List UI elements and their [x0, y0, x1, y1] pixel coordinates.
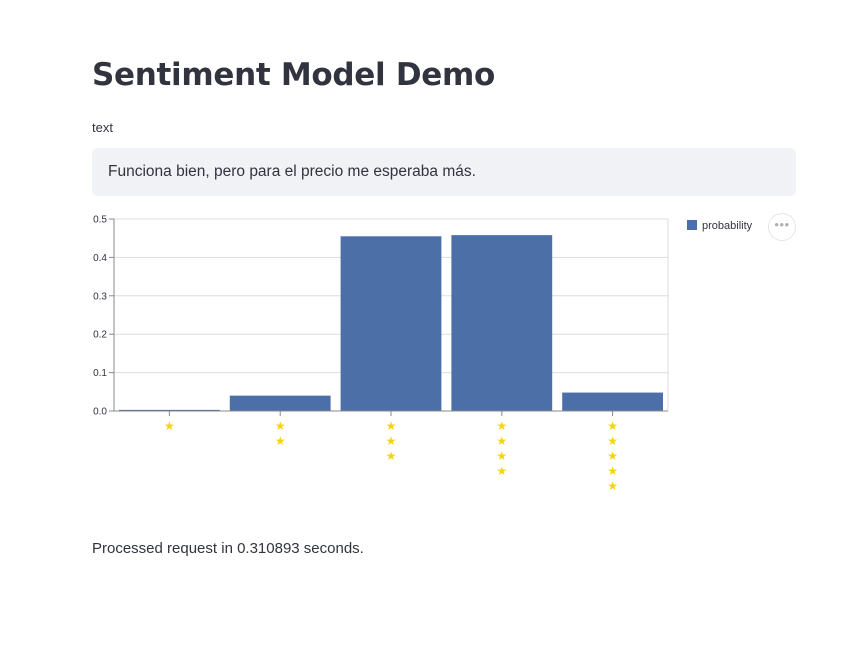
x-tick-label: ★ ★ ★ ★ [496, 419, 507, 478]
bar [340, 236, 442, 411]
bar [562, 392, 663, 411]
y-tick-label: 0.5 [93, 215, 107, 226]
x-tick-label: ★ [164, 419, 175, 433]
bar [229, 395, 331, 411]
text-input-label: text [92, 120, 113, 135]
legend-swatch [687, 220, 697, 230]
probability-bar-chart: 0.00.10.20.30.40.5★ ★ ★★ ★ ★★ ★ ★ ★★ ★ ★ ★ ★probabi… [93, 215, 753, 494]
bar [451, 235, 553, 411]
y-tick-label: 0.4 [93, 253, 107, 264]
status-message: Processed request in 0.310893 seconds. [92, 540, 364, 557]
text-input[interactable]: Funciona bien, pero para el precio me es… [92, 148, 796, 196]
y-tick-label: 0.2 [93, 330, 107, 341]
chart-menu-button[interactable]: ••• [768, 213, 796, 241]
legend-label: probability [702, 220, 753, 232]
x-tick-label: ★ ★ ★ ★ ★ [607, 419, 618, 493]
y-tick-label: 0.0 [93, 407, 107, 418]
y-tick-label: 0.1 [93, 368, 107, 379]
bar [119, 409, 220, 411]
more-horizontal-icon: ••• [774, 217, 790, 232]
x-tick-label: ★ ★ ★ [386, 419, 397, 463]
x-tick-label: ★ ★ [275, 419, 286, 448]
y-tick-label: 0.3 [93, 291, 107, 302]
page-title: Sentiment Model Demo [92, 57, 496, 93]
